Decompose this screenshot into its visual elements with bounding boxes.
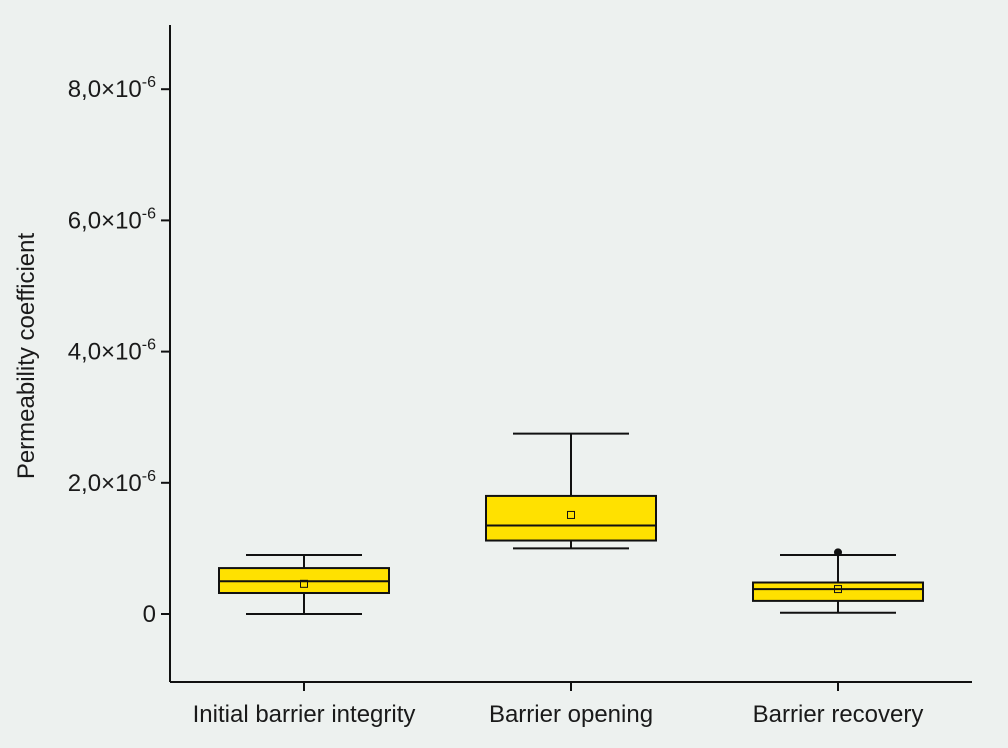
y-tick-label: 4,0×10-6 [68,337,156,366]
y-tick-label: 8,0×10-6 [68,74,156,103]
box-group-1 [218,553,390,615]
x-ticks: Initial barrier integrity Barrier opening… [193,682,924,728]
x-tick-label: Initial barrier integrity [193,701,416,728]
box-group-2 [485,432,657,550]
y-ticks: 0 2,0×10-6 4,0×10-6 6,0×10-6 8,0×10-6 [68,74,170,628]
mean-marker [834,585,842,594]
outlier-point [834,548,842,557]
x-tick-label: Barrier opening [489,701,653,728]
x-tick-label: Barrier recovery [753,701,924,728]
box-group-3 [752,548,924,614]
mean-marker [567,510,575,519]
mean-marker [300,579,308,588]
y-tick-label: 2,0×10-6 [68,468,156,497]
y-tick-label: 0 [143,601,156,628]
y-axis-label: Permeability coefficient [13,233,40,480]
iqr-box [752,581,924,602]
y-tick-label: 6,0×10-6 [68,205,156,234]
boxes [218,432,924,615]
